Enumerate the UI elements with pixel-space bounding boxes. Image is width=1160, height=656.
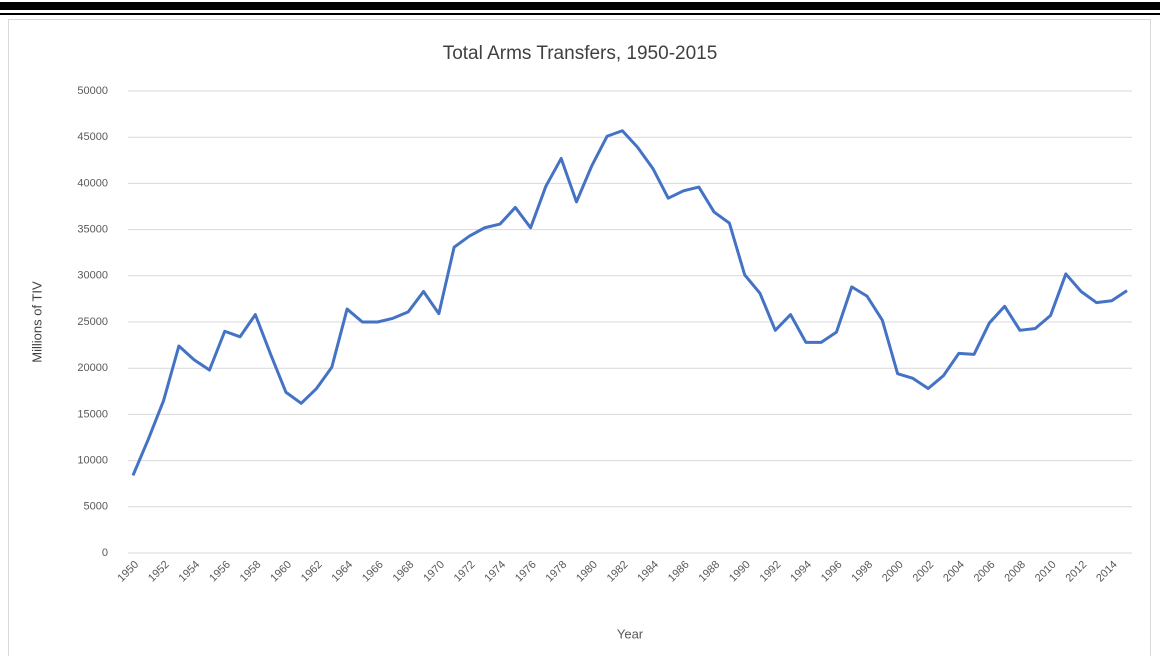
x-tick-label: 1992 bbox=[758, 559, 784, 585]
y-tick-label: 35000 bbox=[77, 224, 108, 236]
chart-title: Total Arms Transfers, 1950-2015 bbox=[443, 43, 718, 64]
x-tick-label: 1964 bbox=[329, 559, 355, 585]
y-tick-label: 5000 bbox=[84, 501, 108, 513]
chart-frame bbox=[8, 19, 1151, 656]
top-bar bbox=[0, 2, 1160, 10]
y-tick-label: 10000 bbox=[77, 455, 108, 467]
x-tick-label: 1966 bbox=[360, 559, 386, 585]
x-tick-label: 1974 bbox=[482, 559, 508, 585]
x-tick-label: 1982 bbox=[605, 559, 631, 585]
x-tick-label: 1950 bbox=[115, 559, 141, 585]
y-tick-label: 30000 bbox=[77, 270, 108, 282]
top-rule bbox=[0, 13, 1160, 15]
x-tick-label: 1958 bbox=[238, 559, 264, 585]
y-tick-label: 0 bbox=[102, 547, 108, 559]
x-tick-label: 1962 bbox=[299, 559, 325, 585]
x-tick-label: 1994 bbox=[788, 559, 814, 585]
x-tick-label: 1972 bbox=[452, 559, 478, 585]
x-tick-label: 2014 bbox=[1094, 559, 1120, 585]
x-tick-label: 2012 bbox=[1064, 559, 1090, 585]
y-tick-label: 45000 bbox=[77, 131, 108, 143]
x-tick-label: 1998 bbox=[849, 559, 875, 585]
x-tick-label: 1978 bbox=[544, 559, 570, 585]
x-tick-label: 1960 bbox=[268, 559, 294, 585]
x-tick-label: 1996 bbox=[819, 559, 845, 585]
x-tick-label: 1984 bbox=[635, 559, 661, 585]
x-tick-label: 2010 bbox=[1033, 559, 1059, 585]
x-tick-label: 1990 bbox=[727, 559, 753, 585]
y-tick-label: 40000 bbox=[77, 177, 108, 189]
x-axis-label: Year bbox=[617, 626, 644, 641]
x-tick-label: 1968 bbox=[391, 559, 417, 585]
x-tick-label: 2002 bbox=[911, 559, 937, 585]
x-tick-label: 1976 bbox=[513, 559, 539, 585]
y-tick-label: 50000 bbox=[77, 85, 108, 97]
x-tick-label: 2006 bbox=[972, 559, 998, 585]
x-tick-label: 2000 bbox=[880, 559, 906, 585]
x-tick-label: 1956 bbox=[207, 559, 233, 585]
x-tick-label: 1970 bbox=[421, 559, 447, 585]
x-tick-label: 2004 bbox=[941, 559, 967, 585]
x-tick-label: 1988 bbox=[696, 559, 722, 585]
x-tick-label: 2008 bbox=[1002, 559, 1028, 585]
y-axis-label: Millions of TIV bbox=[29, 281, 44, 363]
x-tick-label: 1986 bbox=[666, 559, 692, 585]
y-tick-label: 25000 bbox=[77, 316, 108, 328]
x-tick-label: 1952 bbox=[146, 559, 172, 585]
y-tick-label: 15000 bbox=[77, 408, 108, 420]
y-tick-label: 20000 bbox=[77, 362, 108, 374]
x-tick-label: 1954 bbox=[177, 559, 203, 585]
data-line bbox=[131, 129, 1128, 476]
x-tick-label: 1980 bbox=[574, 559, 600, 585]
